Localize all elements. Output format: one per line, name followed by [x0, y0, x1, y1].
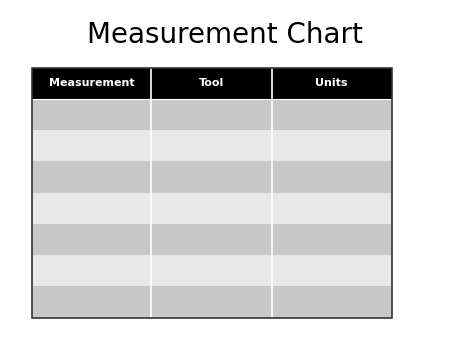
Bar	[151, 255, 272, 286]
Bar	[32, 161, 151, 193]
Bar	[272, 130, 392, 162]
Bar	[272, 286, 392, 318]
Bar	[272, 224, 392, 255]
Bar	[151, 161, 272, 193]
Text: Units: Units	[315, 78, 348, 88]
Text: Measurement: Measurement	[49, 78, 134, 88]
Bar	[151, 68, 272, 99]
Bar	[151, 224, 272, 255]
Bar	[272, 255, 392, 286]
Bar	[32, 99, 151, 130]
Bar	[151, 286, 272, 318]
Text: Measurement Chart: Measurement Chart	[87, 22, 363, 49]
Bar	[272, 99, 392, 130]
Bar	[272, 68, 392, 99]
Bar	[272, 161, 392, 193]
Bar	[32, 68, 392, 318]
Bar	[32, 130, 151, 162]
Bar	[272, 193, 392, 224]
Bar	[32, 286, 151, 318]
Bar	[32, 68, 151, 99]
Text: Tool: Tool	[199, 78, 224, 88]
Bar	[32, 224, 151, 255]
Bar	[151, 130, 272, 162]
Bar	[32, 193, 151, 224]
Bar	[151, 99, 272, 130]
Bar	[151, 193, 272, 224]
Bar	[32, 255, 151, 286]
